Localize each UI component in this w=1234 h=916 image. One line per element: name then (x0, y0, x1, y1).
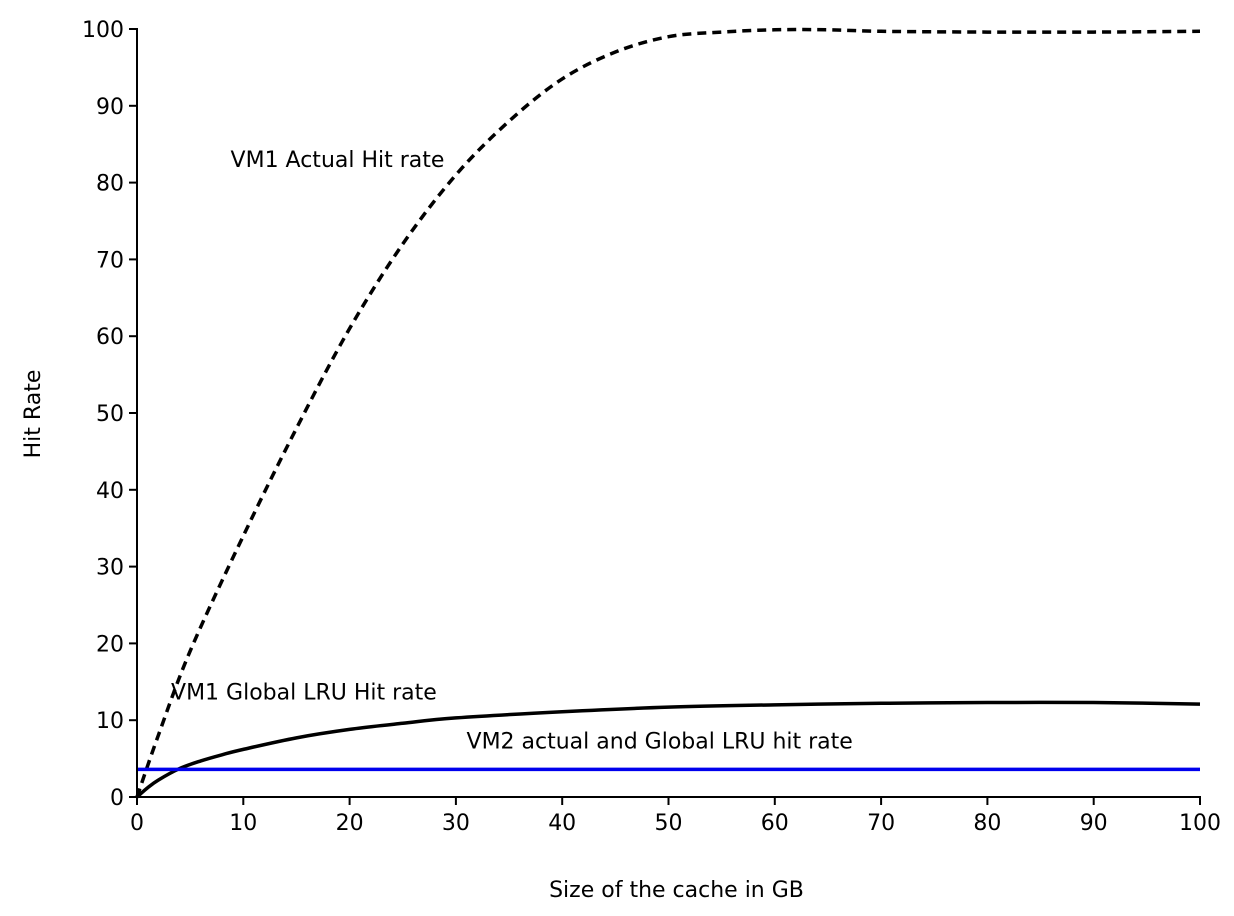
y-axis-ticks: 0 10 20 30 40 50 60 70 80 90 100 (82, 18, 137, 811)
x-tick-label: 30 (442, 811, 470, 836)
y-tick-label: 70 (96, 248, 124, 273)
y-tick-label: 40 (96, 479, 124, 504)
series-annotation-2: VM1 Global LRU Hit rate (171, 680, 437, 705)
annotation-layer: VM1 Actual Hit rate VM1 Global LRU Hit ra… (171, 148, 853, 754)
x-tick-label: 80 (973, 811, 1001, 836)
x-tick-label: 10 (229, 811, 257, 836)
x-tick-label: 20 (336, 811, 364, 836)
x-axis-title: Size of the cache in GB (549, 878, 804, 903)
series-layer (135, 27, 1201, 799)
y-tick-label: 80 (96, 172, 124, 197)
x-tick-label: 60 (761, 811, 789, 836)
series-line-1 (135, 27, 1201, 798)
y-tick-label: 20 (96, 632, 124, 657)
y-axis-title: Hit Rate (21, 370, 46, 459)
x-axis-ticks: 0 10 20 30 40 50 60 70 80 90 100 (130, 797, 1221, 836)
series-annotation-3: VM2 actual and Global LRU hit rate (467, 730, 853, 755)
y-tick-label: 10 (96, 709, 124, 734)
x-tick-label: 70 (867, 811, 895, 836)
y-tick-label: 50 (96, 402, 124, 427)
x-tick-label: 40 (548, 811, 576, 836)
y-tick-label: 100 (82, 18, 124, 43)
y-tick-label: 60 (96, 325, 124, 350)
y-tick-label: 30 (96, 556, 124, 581)
x-tick-label: 90 (1080, 811, 1108, 836)
x-tick-label: 50 (655, 811, 683, 836)
x-tick-label: 100 (1179, 811, 1221, 836)
x-tick-label: 0 (130, 811, 144, 836)
y-tick-label: 0 (110, 786, 124, 811)
y-tick-label: 90 (96, 95, 124, 120)
series-annotation-1: VM1 Actual Hit rate (231, 148, 445, 173)
